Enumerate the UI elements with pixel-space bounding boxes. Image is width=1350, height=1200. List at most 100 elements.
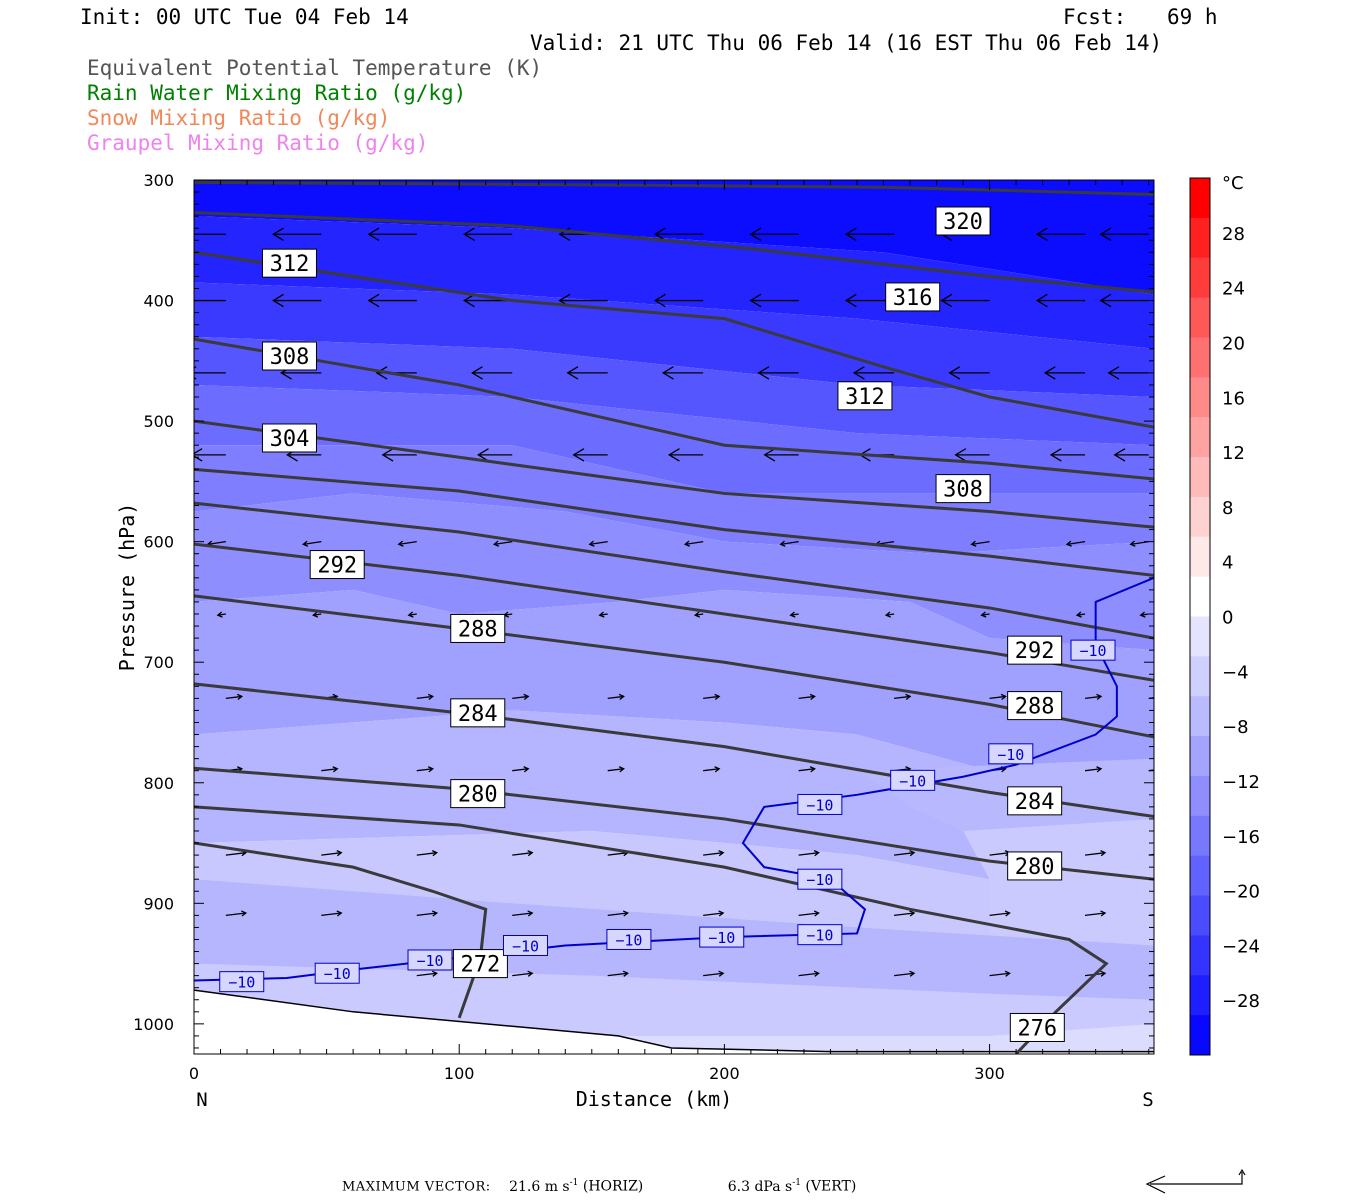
wind-vector xyxy=(303,541,322,545)
wind-vector xyxy=(703,912,724,917)
theta-e-contour xyxy=(194,467,1154,577)
wind-vector xyxy=(607,852,628,856)
wind-arrowhead xyxy=(427,766,435,773)
wind-vector xyxy=(798,912,819,917)
y-tick-label: 600 xyxy=(143,533,174,552)
vertical-label: (VERT) xyxy=(805,1178,857,1195)
wind-arrowhead xyxy=(1035,293,1048,308)
colorbar-tick-label: 12 xyxy=(1222,443,1245,464)
wind-vector xyxy=(989,852,1010,856)
temperature-band xyxy=(194,710,1154,904)
colorbar-tick-label: −4 xyxy=(1222,662,1249,683)
isotherm-label-box xyxy=(988,743,1034,765)
temperature-band xyxy=(194,445,1154,554)
isotherm-label: −10 xyxy=(899,772,926,790)
wind-arrowhead xyxy=(527,910,534,917)
wind-vector xyxy=(703,852,724,856)
colorbar-swatch xyxy=(1190,496,1210,538)
isotherm-label: −10 xyxy=(806,796,833,814)
theta-e-label-box xyxy=(450,613,506,643)
temperature-band xyxy=(194,589,1154,771)
wind-arrowhead xyxy=(714,693,721,701)
wind-arrowhead xyxy=(1049,448,1062,462)
wind-arrowhead xyxy=(1100,850,1107,857)
colorbar-swatch xyxy=(1190,1015,1210,1056)
colorbar-swatch xyxy=(1190,855,1210,897)
isotherm-label: −10 xyxy=(708,929,735,947)
theta-e-label-box xyxy=(450,698,506,728)
theta-e-label: 308 xyxy=(270,345,310,370)
colorbar-tick-label: −20 xyxy=(1222,882,1260,903)
wind-arrowhead xyxy=(523,766,530,773)
colorbar-swatch xyxy=(1190,696,1210,737)
wind-arrowhead xyxy=(523,693,530,701)
wind-arrowhead xyxy=(1100,970,1107,977)
wind-arrowhead xyxy=(336,850,343,857)
wind-vector xyxy=(989,912,1010,917)
isotherm-label-box xyxy=(219,971,265,993)
wind-arrowhead xyxy=(1035,227,1048,241)
wind-arrowhead xyxy=(844,227,857,241)
wind-arrowhead xyxy=(1004,970,1011,977)
theta-e-label: 320 xyxy=(943,210,983,235)
wind-vector xyxy=(416,972,437,977)
wind-vector xyxy=(512,695,529,700)
wind-arrowhead xyxy=(1129,540,1136,547)
wind-vector xyxy=(1084,852,1106,856)
colorbar-swatch xyxy=(1190,257,1210,299)
wind-arrowhead xyxy=(954,448,967,462)
colorbar-swatch xyxy=(1190,815,1210,857)
wind-arrowhead xyxy=(618,693,625,701)
temperature-band xyxy=(194,216,1154,349)
wind-vector xyxy=(894,695,911,700)
colorbar-swatch xyxy=(1190,457,1210,498)
wind-arrowhead xyxy=(1164,971,1169,976)
wind-arrowhead xyxy=(527,850,534,857)
wind-arrowhead xyxy=(970,540,977,547)
colorbar-swatch xyxy=(1190,576,1210,617)
wind-arrowhead xyxy=(844,293,857,308)
colorbar-frame xyxy=(1189,177,1211,1056)
theta-e-label: 304 xyxy=(270,427,310,452)
y-tick-label: 800 xyxy=(143,774,174,793)
wind-vector xyxy=(703,972,724,977)
wind-arrowhead xyxy=(718,910,725,917)
wind-arrowhead xyxy=(749,293,762,308)
wind-vector xyxy=(1066,541,1086,545)
wind-arrowhead xyxy=(809,766,816,773)
wind-arrowhead xyxy=(470,366,483,380)
theta-e-contour xyxy=(194,337,1154,481)
wind-arrowhead xyxy=(779,540,786,547)
wind-arrowhead xyxy=(905,693,912,701)
theta-e-label-box xyxy=(1007,635,1063,665)
theta-e-label-box xyxy=(452,949,508,979)
isotherm-label: −10 xyxy=(615,931,642,949)
wind-arrowhead xyxy=(367,293,380,308)
isotherm-label-box xyxy=(502,935,548,957)
theta-e-contour xyxy=(194,419,1154,529)
isotherm-label: −10 xyxy=(512,938,539,956)
wind-vector xyxy=(703,695,720,700)
wind-arrowhead xyxy=(476,448,489,462)
wind-arrowhead xyxy=(1096,766,1103,773)
wind-arrowhead xyxy=(757,366,770,380)
wind-arrowhead xyxy=(813,970,820,977)
x-tick-label: 100 xyxy=(444,1064,475,1083)
colorbar-swatch xyxy=(1190,337,1210,378)
wind-vector xyxy=(512,972,533,977)
wind-arrowhead xyxy=(178,228,188,240)
colorbar-swatch xyxy=(1190,935,1210,976)
colorbar-swatch xyxy=(1190,417,1210,458)
wind-arrowhead xyxy=(236,693,244,701)
wind-vector xyxy=(512,768,529,772)
theta-e-label: 288 xyxy=(1015,695,1055,720)
y-tick-label: 300 xyxy=(143,171,174,190)
wind-vector xyxy=(894,912,915,917)
wind-arrowhead xyxy=(566,366,579,380)
wind-vector xyxy=(1076,613,1086,616)
horizontal-unit-exponent: -1 xyxy=(569,1178,579,1188)
wind-arrowhead xyxy=(381,448,394,462)
wind-arrowhead xyxy=(1164,911,1169,916)
wind-vector xyxy=(225,695,242,700)
wind-arrowhead xyxy=(375,366,388,380)
